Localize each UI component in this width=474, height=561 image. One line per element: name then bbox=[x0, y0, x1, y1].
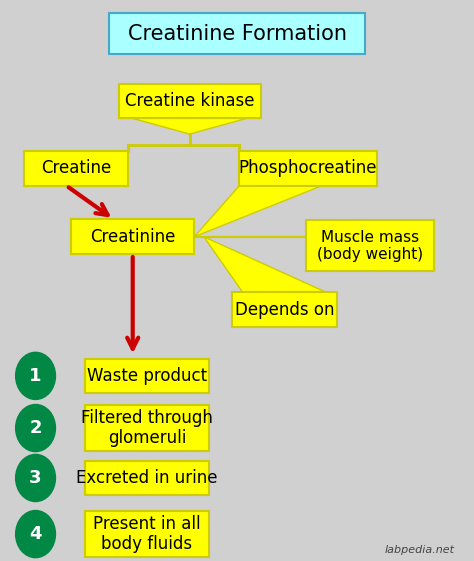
Text: Filtered through
glomeruli: Filtered through glomeruli bbox=[81, 408, 213, 448]
Polygon shape bbox=[194, 186, 322, 237]
Polygon shape bbox=[133, 118, 246, 134]
Text: 4: 4 bbox=[29, 525, 42, 543]
FancyBboxPatch shape bbox=[85, 359, 209, 393]
Text: Excreted in urine: Excreted in urine bbox=[76, 469, 218, 487]
FancyBboxPatch shape bbox=[24, 151, 128, 186]
Text: Muscle mass
(body weight): Muscle mass (body weight) bbox=[317, 229, 423, 262]
Text: Creatine kinase: Creatine kinase bbox=[125, 92, 255, 110]
Text: Depends on: Depends on bbox=[235, 301, 334, 319]
FancyBboxPatch shape bbox=[306, 220, 434, 271]
FancyBboxPatch shape bbox=[85, 405, 209, 451]
FancyBboxPatch shape bbox=[118, 84, 261, 118]
Text: Waste product: Waste product bbox=[87, 367, 207, 385]
FancyBboxPatch shape bbox=[85, 461, 209, 495]
Text: Present in all
body fluids: Present in all body fluids bbox=[93, 514, 201, 554]
FancyBboxPatch shape bbox=[239, 151, 377, 186]
Text: labpedia.net: labpedia.net bbox=[385, 545, 455, 555]
Text: 2: 2 bbox=[29, 419, 42, 437]
FancyBboxPatch shape bbox=[109, 13, 365, 54]
FancyBboxPatch shape bbox=[232, 292, 337, 327]
Text: Creatinine: Creatinine bbox=[90, 228, 175, 246]
FancyBboxPatch shape bbox=[85, 511, 209, 557]
Text: 1: 1 bbox=[29, 367, 42, 385]
Circle shape bbox=[16, 454, 55, 502]
Text: Phosphocreatine: Phosphocreatine bbox=[239, 159, 377, 177]
FancyBboxPatch shape bbox=[71, 219, 194, 254]
Polygon shape bbox=[204, 237, 326, 292]
Text: 3: 3 bbox=[29, 469, 42, 487]
Circle shape bbox=[16, 511, 55, 558]
Circle shape bbox=[16, 404, 55, 452]
Circle shape bbox=[16, 352, 55, 399]
Text: Creatinine Formation: Creatinine Formation bbox=[128, 24, 346, 44]
Text: Creatine: Creatine bbox=[41, 159, 111, 177]
